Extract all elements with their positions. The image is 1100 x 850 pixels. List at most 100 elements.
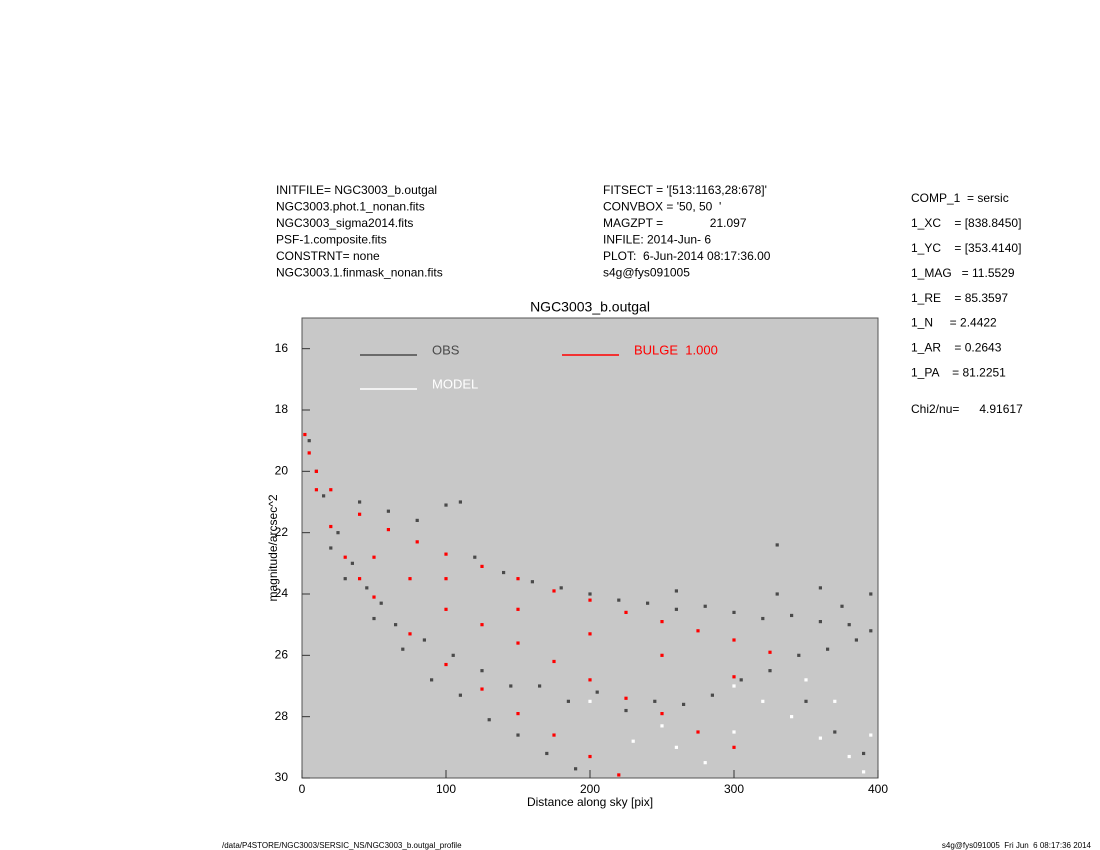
y-tick-label: 22 <box>275 525 289 539</box>
data-point <box>372 595 376 599</box>
header-middle-line: s4g@fys091005 <box>603 266 690 280</box>
data-point <box>732 730 736 734</box>
data-point <box>624 708 628 713</box>
y-tick-label: 30 <box>275 770 289 784</box>
data-point <box>818 586 822 590</box>
data-point <box>775 592 779 596</box>
data-point <box>444 662 448 667</box>
header-middle-line: PLOT: 6-Jun-2014 08:17:36.00 <box>603 249 771 263</box>
data-point <box>336 531 340 535</box>
data-point <box>566 699 570 703</box>
header-left-line: NGC3003_sigma2014.fits <box>276 216 413 230</box>
data-point <box>552 659 556 664</box>
data-point <box>833 699 837 703</box>
parameter-line: 1_N = 2.4422 <box>911 316 997 330</box>
data-point <box>509 684 513 688</box>
data-point <box>761 616 765 621</box>
data-point <box>451 653 455 657</box>
data-point <box>516 641 520 645</box>
data-point <box>804 678 808 682</box>
data-point <box>415 540 419 544</box>
y-tick-label: 26 <box>275 648 289 662</box>
data-point <box>329 488 333 492</box>
y-tick-label: 24 <box>275 586 289 600</box>
data-point <box>624 610 628 614</box>
data-point <box>840 604 844 608</box>
plot-area <box>301 317 879 779</box>
parameter-line: 1_MAG = 11.5529 <box>911 266 1015 280</box>
x-tick-label: 100 <box>436 782 456 796</box>
data-point <box>458 500 462 504</box>
data-point <box>386 528 390 532</box>
data-point <box>322 494 326 498</box>
data-point <box>703 761 707 765</box>
data-point <box>674 745 678 749</box>
data-point <box>545 751 549 756</box>
header-left-line: NGC3003.1.finmask_nonan.fits <box>276 266 443 280</box>
data-point <box>732 745 736 749</box>
data-point <box>358 512 362 516</box>
data-point <box>516 733 520 737</box>
data-point <box>703 604 707 608</box>
data-point <box>653 699 657 703</box>
data-point <box>674 589 678 593</box>
data-point <box>314 469 318 473</box>
data-point <box>617 598 621 602</box>
parameter-line: 1_XC = [838.8450] <box>911 216 1021 230</box>
data-point <box>422 638 426 642</box>
data-point <box>502 570 506 575</box>
data-point <box>862 751 866 756</box>
data-point <box>408 577 412 581</box>
data-point <box>710 693 714 697</box>
data-point <box>480 669 484 673</box>
parameter-line: 1_AR = 0.2643 <box>911 341 1002 355</box>
data-point <box>314 488 318 492</box>
data-point <box>869 592 873 596</box>
data-point <box>732 675 736 679</box>
data-point <box>660 712 664 716</box>
data-point <box>588 592 592 596</box>
data-point <box>588 678 592 682</box>
data-point <box>818 620 822 624</box>
data-point <box>660 653 664 657</box>
data-point <box>818 736 822 740</box>
data-point <box>329 524 333 529</box>
data-point <box>458 693 462 697</box>
x-tick-label: 200 <box>580 782 600 796</box>
parameter-line: 1_YC = [353.4140] <box>911 241 1021 255</box>
data-point <box>559 586 563 590</box>
data-point <box>768 650 772 654</box>
data-point <box>372 555 376 559</box>
y-tick-label: 18 <box>275 402 289 416</box>
data-point <box>826 647 830 651</box>
header-middle-line: CONVBOX = '50, 50 ' <box>603 200 721 214</box>
y-tick-label: 16 <box>275 341 289 355</box>
data-point <box>303 432 307 437</box>
header-middle-line: INFILE: 2014-Jun- 6 <box>603 233 711 247</box>
data-point <box>804 699 808 703</box>
data-point <box>739 678 743 682</box>
data-point <box>307 439 311 443</box>
data-point <box>365 586 369 590</box>
data-point <box>682 702 686 706</box>
data-point <box>588 754 592 759</box>
data-point <box>775 543 779 547</box>
data-point <box>516 607 520 611</box>
data-point <box>847 623 851 627</box>
data-point <box>444 607 448 611</box>
legend-label: MODEL <box>432 376 478 391</box>
data-point <box>631 739 635 743</box>
data-point <box>530 580 534 584</box>
data-point <box>444 577 448 581</box>
data-point <box>660 724 664 728</box>
data-point <box>386 509 390 513</box>
data-point <box>732 638 736 642</box>
header-left-line: CONSTRNT= none <box>276 249 380 263</box>
parameter-line: 1_PA = 81.2251 <box>911 365 1006 379</box>
legend-label: OBS <box>432 342 460 357</box>
data-point <box>790 715 794 719</box>
data-point <box>552 733 556 737</box>
header-left-line: NGC3003.phot.1_nonan.fits <box>276 200 425 214</box>
parameter-line: Chi2/nu= 4.91617 <box>911 402 1023 416</box>
